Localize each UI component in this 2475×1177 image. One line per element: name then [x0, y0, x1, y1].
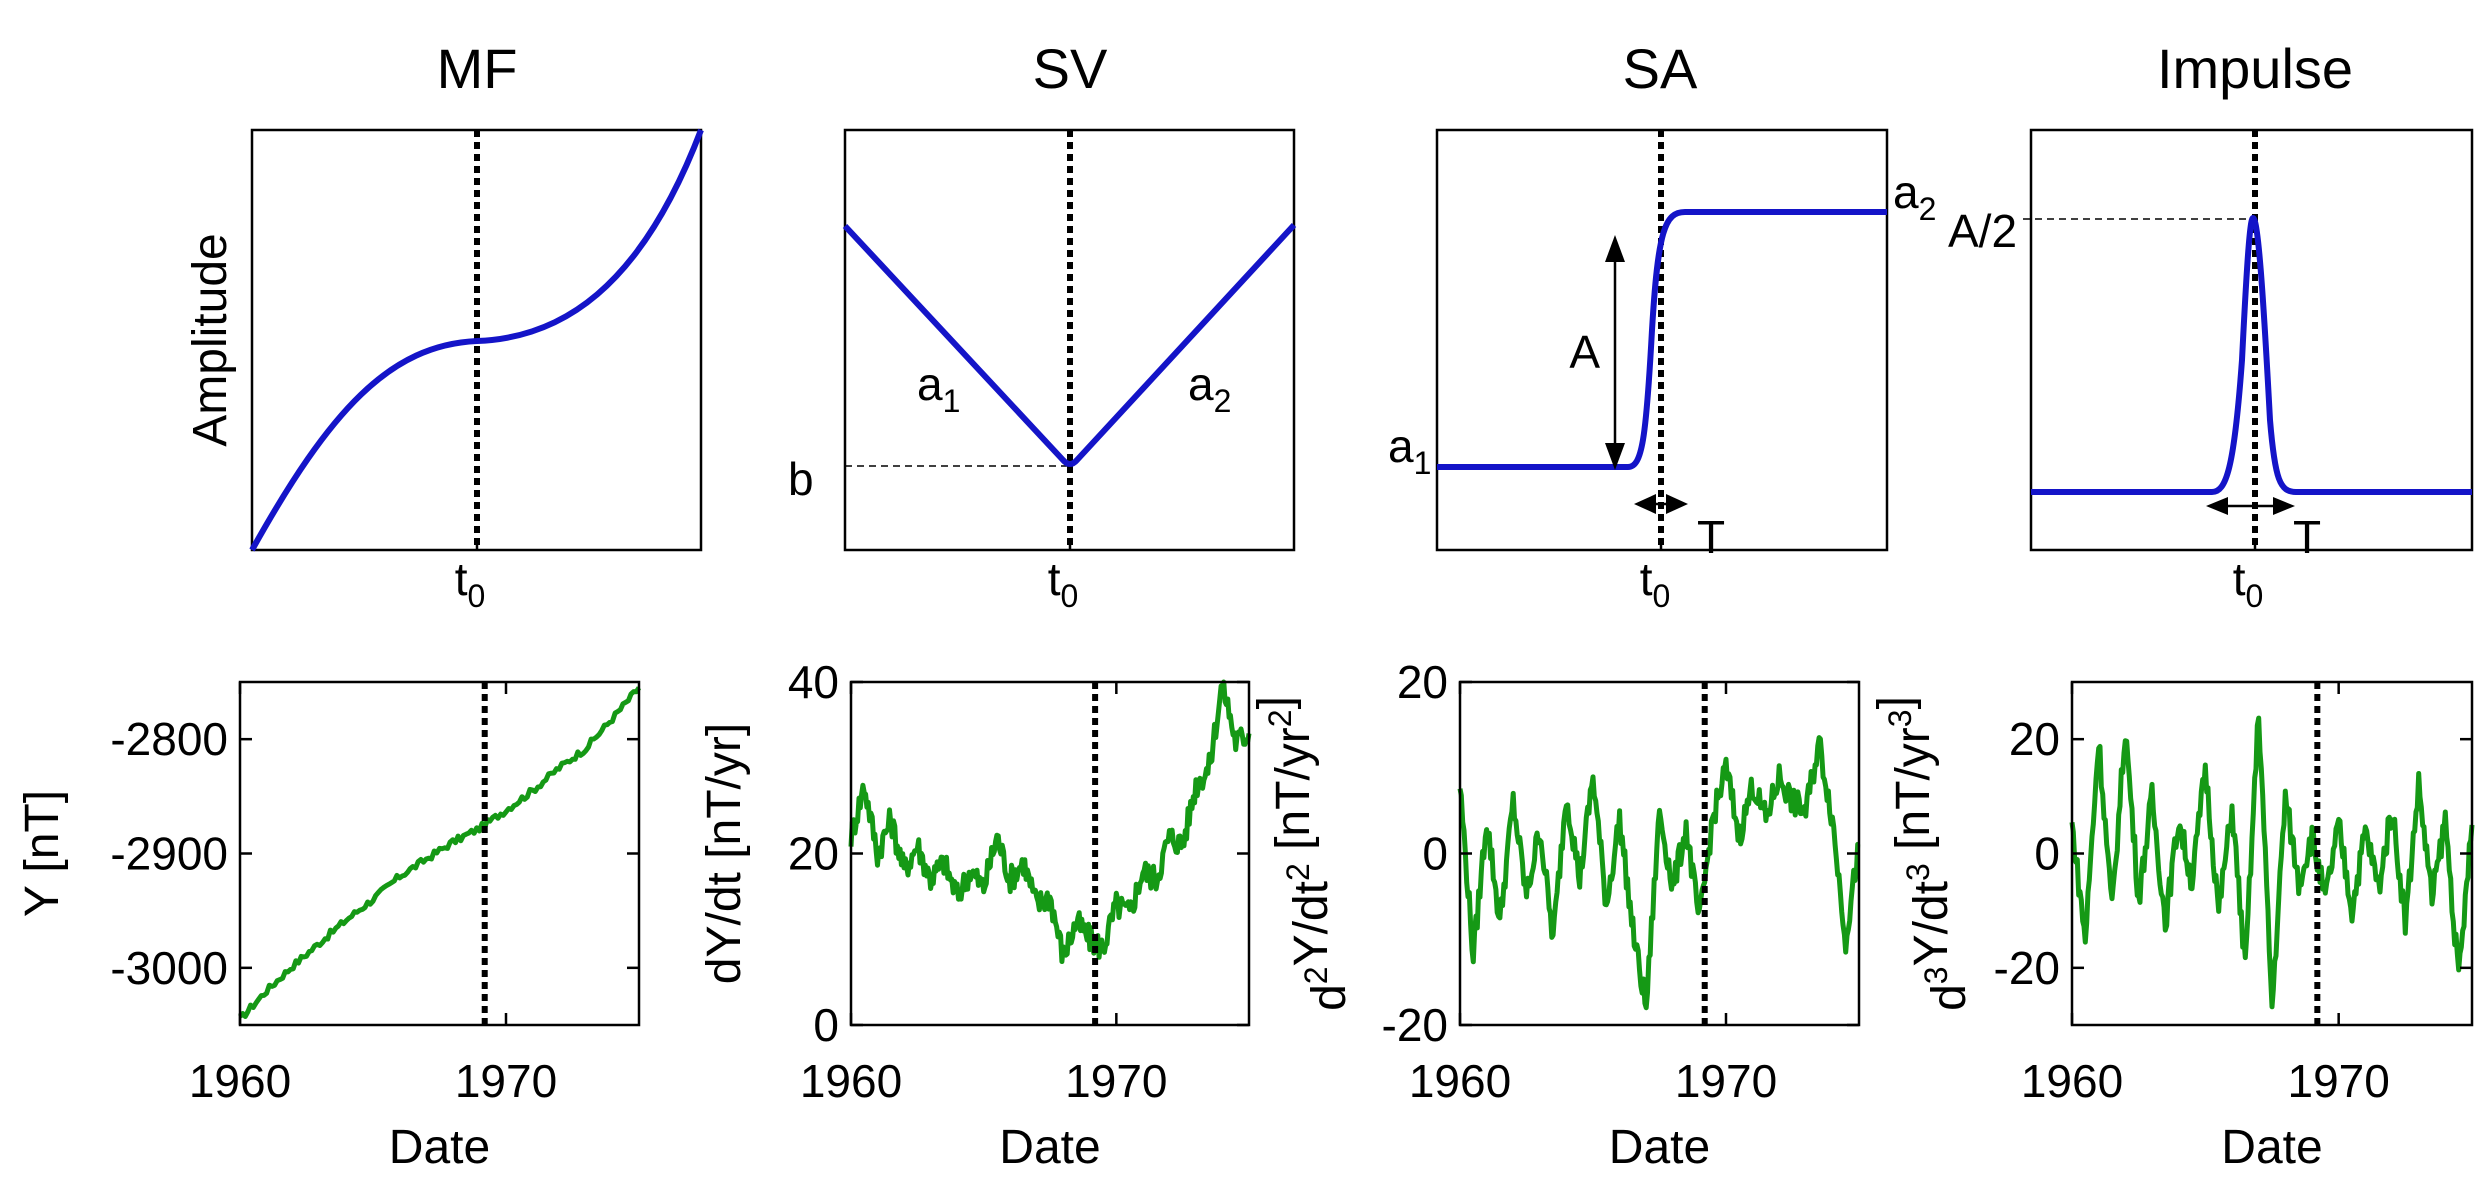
panel-impulse-T-arrowhead-left [2206, 497, 2228, 515]
x-tick-label: 1970 [1065, 1055, 1167, 1107]
panel-5: 1960 1970 -2800 -2900 -3000 Date Y [nT] [16, 680, 642, 1174]
panel-mf: MF Amplitude t0 [184, 37, 704, 614]
panel-impulse-frame [2029, 128, 2474, 552]
y-tick-label: -2900 [110, 828, 228, 880]
panel-7-xlabel: Date [1609, 1121, 1710, 1174]
panel-6-ylabel: dY/dt [nT/yr] [698, 723, 751, 984]
panel-sv: SV a1 a2 b t0 [788, 37, 1297, 614]
y-tick-label: -2800 [110, 713, 228, 765]
panel-sa-curve [1437, 209, 1887, 470]
y-tick-label: 0 [813, 999, 839, 1051]
y-tick-label: 20 [788, 828, 839, 880]
panel-sa-T-label: T [1697, 511, 1725, 563]
panel-6-series-line [848, 679, 1252, 964]
panel-impulse-T-label: T [2293, 511, 2321, 563]
panel-sa-A-arrowhead-down [1605, 443, 1625, 470]
x-tick-label: 1960 [2021, 1055, 2123, 1107]
panel-7-ylabel: d2Y/dt2 [nT/yr2] [1249, 696, 1356, 1011]
panel-5-frame [238, 680, 641, 1027]
panel-impulse-xlabel: t0 [2233, 553, 2264, 614]
panel-mf-xlabel: t0 [455, 553, 486, 614]
panel-sa-A-arrowhead-up [1605, 235, 1625, 262]
panel-8-xlabel: Date [2221, 1121, 2322, 1174]
bottom-panels: 1960 1970 -2800 -2900 -3000 Date Y [nT] 1960 197… [16, 656, 2475, 1174]
panel-sv-b-label: b [788, 453, 814, 505]
y-tick-label: 20 [2009, 713, 2060, 765]
panel-sv-a1-label: a1 [917, 358, 960, 419]
y-tick-label: -3000 [110, 942, 228, 994]
panel-sa-a2-label: a2 [1893, 166, 1936, 227]
panel-8: 1960 1970 -20 0 20 Date d3Y/dt3 [nT/yr3] [1869, 680, 2475, 1174]
panel-5-xlabel: Date [389, 1121, 490, 1174]
panel-6: 1960 1970 0 20 40 Date dY/dt [nT/yr] [698, 656, 1252, 1174]
panel-mf-curve [249, 128, 704, 552]
panel-mf-title: MF [437, 37, 518, 100]
panel-8-series-line [2069, 715, 2475, 1010]
x-tick-label: 1970 [2287, 1055, 2389, 1107]
panel-sa-a1-label: a1 [1388, 420, 1431, 481]
panel-impulse-T-arrowhead-right [2273, 497, 2295, 515]
panel-6-xlabel: Date [999, 1121, 1100, 1174]
panel-7: 1960 1970 -20 0 20 Date d2Y/dt2 [nT/yr2] [1249, 656, 1861, 1174]
panel-impulse-A2-label: A/2 [1948, 205, 2017, 257]
panel-impulse: Impulse T A/2 t0 [1948, 37, 2474, 614]
panel-sa-T-arrowhead-right [1666, 494, 1688, 514]
panel-sv-a2-label: a2 [1188, 358, 1231, 419]
x-tick-label: 1970 [455, 1055, 557, 1107]
y-tick-label: -20 [1382, 999, 1448, 1051]
y-tick-label: 0 [1422, 828, 1448, 880]
panel-sa-xlabel: t0 [1640, 553, 1671, 614]
panel-sv-xlabel: t0 [1048, 553, 1079, 614]
panel-impulse-curve [2031, 215, 2472, 495]
panel-sa-T-arrowhead-left [1634, 494, 1656, 514]
panel-7-series-line [1457, 735, 1861, 1011]
y-tick-label: 20 [1397, 656, 1448, 708]
y-tick-label: -20 [1994, 942, 2060, 994]
x-tick-label: 1960 [1409, 1055, 1511, 1107]
panel-impulse-title: Impulse [2157, 37, 2353, 100]
x-tick-label: 1960 [800, 1055, 902, 1107]
panel-mf-ylabel: Amplitude [184, 233, 237, 446]
panel-sa: SA A T a1 a2 t0 [1388, 37, 1936, 614]
panel-5-ylabel: Y [nT] [16, 790, 69, 917]
panel-8-ylabel: d3Y/dt3 [nT/yr3] [1869, 696, 1976, 1011]
panel-sv-curve [842, 222, 1297, 467]
x-tick-label: 1970 [1675, 1055, 1777, 1107]
panel-sv-title: SV [1033, 37, 1108, 100]
panel-5-series-line [238, 686, 642, 1019]
y-tick-label: 0 [2034, 828, 2060, 880]
panel-sa-title: SA [1623, 37, 1698, 100]
y-tick-label: 40 [788, 656, 839, 708]
x-tick-label: 1960 [189, 1055, 291, 1107]
panel-sa-A-label: A [1569, 326, 1600, 378]
